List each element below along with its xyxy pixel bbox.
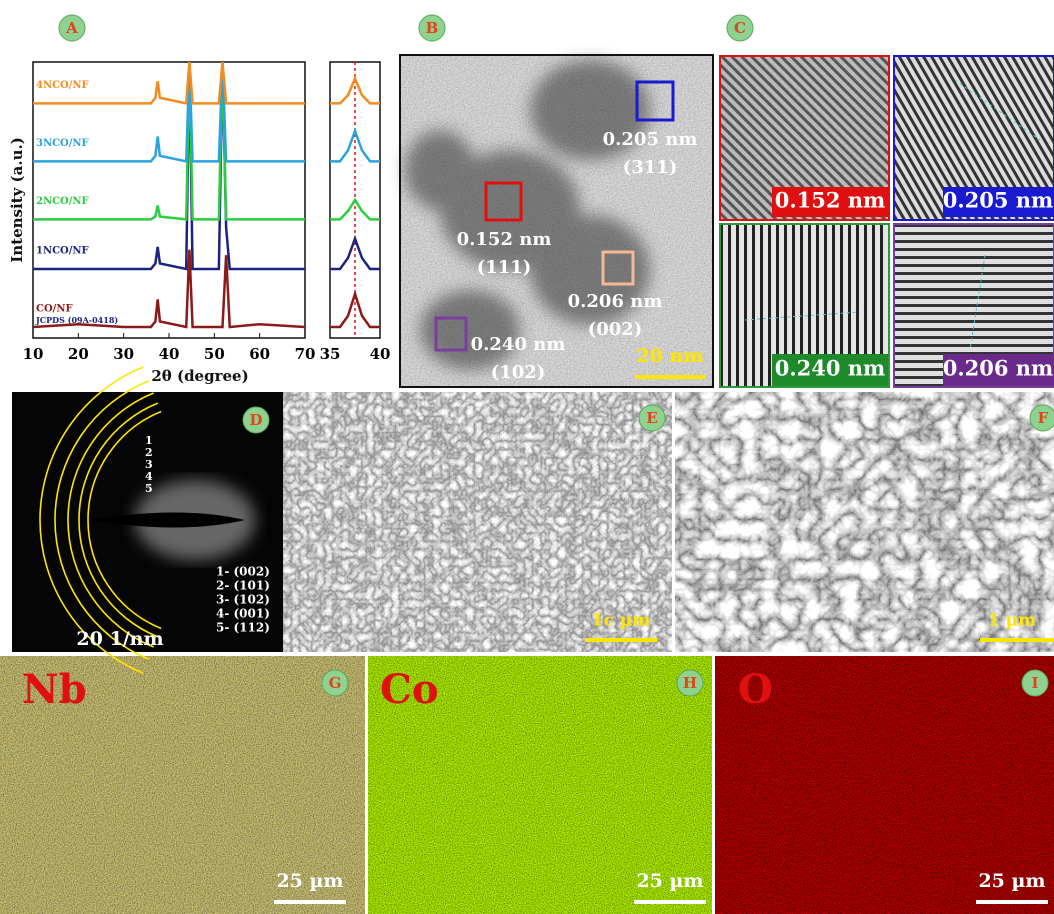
scale-label: 25 µm — [276, 870, 343, 892]
tem-image — [399, 54, 714, 388]
x-tick-label: 50 — [204, 345, 225, 363]
eds-map — [715, 656, 1054, 914]
ring-label: 2 — [145, 446, 153, 459]
d-spacing: 0.240 nm — [775, 356, 886, 381]
ring-label: 3 — [145, 458, 153, 471]
panel-badge — [58, 14, 86, 42]
series-line — [330, 289, 380, 329]
plot-area — [330, 62, 380, 338]
d-spacing: 0.205 nm — [943, 188, 1054, 213]
scale-label: 1c µm — [592, 611, 651, 631]
fft-tiles — [719, 55, 1054, 388]
series-line — [33, 62, 305, 105]
panel-badge — [676, 669, 704, 697]
plane-index: (102) — [491, 362, 546, 383]
x-tick-label: 40 — [159, 345, 180, 363]
d-spacing: 0.152 nm — [775, 188, 886, 213]
eds-map — [368, 656, 712, 914]
series-line — [33, 62, 305, 271]
index-label: 5- (112) — [216, 621, 270, 635]
index-label: 3- (102) — [216, 593, 270, 607]
ring-label: 1 — [145, 434, 153, 447]
y-axis-label: Intensity (a.u.) — [8, 137, 26, 263]
element-label: Nb — [22, 666, 87, 713]
series-line — [33, 249, 305, 329]
series-line — [330, 75, 380, 105]
plot-area — [33, 62, 305, 329]
sem-image — [675, 392, 1054, 652]
panel-letter: C — [734, 19, 746, 37]
series-line — [330, 197, 380, 221]
x-axis-label: 2θ (degree) — [151, 367, 248, 385]
scale-label: 1 µm — [988, 611, 1036, 631]
diffraction-ring — [54, 380, 150, 660]
plane-index: (002) — [588, 319, 643, 340]
panel-badge — [321, 669, 349, 697]
scale-label: 25 µm — [978, 870, 1045, 892]
xrd-panel: Intensity (a.u.) 2θ (degree) — [8, 61, 381, 385]
panel-letter: H — [683, 674, 697, 692]
d-spacing: 0.152 nm — [457, 229, 552, 250]
panel-letter: E — [646, 409, 657, 427]
panel-badge — [242, 406, 270, 434]
panel-badge — [1021, 669, 1049, 697]
x-tick-label: 20 — [68, 345, 89, 363]
panel-letter: G — [329, 674, 342, 692]
x-tick-label: 35 — [320, 345, 341, 363]
diffraction-ring — [87, 410, 162, 630]
scale-label: 20 1/nm — [76, 628, 163, 650]
series-line — [330, 234, 380, 271]
d-spacing: 0.206 nm — [943, 356, 1054, 381]
series-label: 1NCO/NF — [36, 246, 89, 257]
diffraction-ring — [67, 392, 154, 648]
ring-label: 5 — [145, 482, 153, 495]
diffraction-ring — [78, 402, 159, 638]
series-line — [330, 127, 380, 163]
series-label: 4NCO/NF — [36, 80, 89, 91]
panel-letter: A — [65, 19, 78, 37]
panel-letter: D — [249, 411, 262, 429]
panel-letter: I — [1031, 674, 1038, 692]
series-label: 3NCO/NF — [36, 138, 89, 149]
panel-badge — [726, 14, 754, 42]
element-label: Co — [380, 666, 439, 713]
sem-image — [283, 392, 672, 652]
d-spacing: 0.240 nm — [471, 334, 566, 355]
scale-label: 25 µm — [636, 870, 703, 892]
annotation: JCPDS (09A-0418) — [35, 315, 118, 325]
panel-letter: F — [1038, 409, 1049, 427]
ring-label: 4 — [145, 470, 153, 483]
element-label: O — [738, 666, 773, 713]
index-label: 1- (002) — [216, 565, 270, 579]
plane-index: (111) — [477, 257, 532, 278]
panel-letter: B — [426, 19, 439, 37]
d-spacing: 0.205 nm — [603, 129, 698, 150]
index-label: 4- (001) — [216, 607, 270, 621]
series-line — [33, 62, 305, 163]
diffraction-ring — [39, 366, 144, 674]
panel-badge — [418, 14, 446, 42]
index-label: 2- (101) — [216, 579, 270, 593]
series-label: 2NCO/NF — [36, 196, 89, 207]
series-label: CO/NF — [36, 303, 73, 314]
x-tick-label: 40 — [370, 345, 391, 363]
panel-badge — [1029, 404, 1054, 432]
x-tick-label: 70 — [295, 345, 316, 363]
x-tick-label: 60 — [249, 345, 270, 363]
panel-badge — [638, 404, 666, 432]
saed-pattern — [12, 392, 283, 652]
eds-map — [0, 656, 365, 914]
x-tick-label: 30 — [113, 345, 134, 363]
x-tick-label: 10 — [23, 345, 44, 363]
plane-index: (311) — [623, 157, 678, 178]
scale-label: 20 nm — [637, 345, 704, 367]
d-spacing: 0.206 nm — [568, 291, 663, 312]
